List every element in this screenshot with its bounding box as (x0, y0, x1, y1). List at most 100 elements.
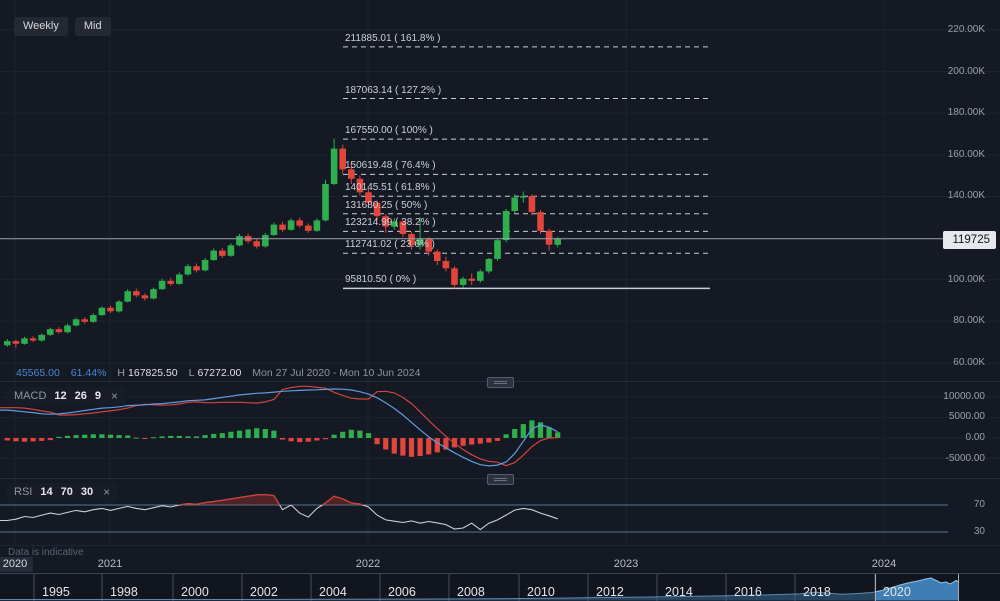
candle-body (451, 268, 458, 285)
macd-histogram-bar (228, 431, 234, 438)
candle-body (545, 230, 553, 245)
fib-level-label: 140145.51 ( 61.8% ) (345, 182, 436, 193)
candle-body (184, 266, 192, 275)
macd-histogram-bar (271, 430, 277, 438)
macd-histogram-bar (365, 433, 372, 438)
candle-body (90, 315, 97, 322)
candle-body (38, 334, 45, 341)
macd-histogram-bar (142, 438, 148, 439)
candle-body (29, 338, 37, 341)
candle-body (236, 236, 243, 246)
macd-param-slow: 26 (74, 390, 87, 402)
candle-body (365, 192, 372, 203)
change-percent: 61.44% (70, 367, 107, 379)
macd-histogram-bar (288, 438, 294, 442)
timeline-year-label: 2024 (871, 558, 897, 570)
high-readout: H 167825.50 (117, 367, 177, 380)
fib-level-label: 95810.50 ( 0% ) (345, 274, 417, 285)
macd-indicator-label: MACD 12 26 9 × (6, 387, 127, 406)
navigator-year-label: 2000 (181, 585, 209, 599)
macd-histogram-bar (546, 427, 552, 438)
macd-histogram-bar (477, 438, 483, 444)
macd-histogram-bar (305, 438, 311, 442)
candle-body (434, 251, 441, 261)
candle-body (167, 280, 174, 284)
macd-histogram-bar (99, 434, 105, 438)
candle-body (279, 224, 286, 230)
candle-body (528, 196, 536, 213)
macd-histogram-bar (494, 438, 501, 441)
candle-body (98, 307, 106, 316)
low-label: L (188, 367, 195, 379)
candle-body (382, 216, 389, 227)
timeframe-button[interactable]: Weekly (14, 17, 68, 36)
navigator-area-selected-line (875, 577, 958, 593)
navigator-year-label: 2010 (527, 585, 555, 599)
navigator-year-label: 2016 (734, 585, 762, 599)
rsi-overbought-group (0, 493, 558, 505)
candle-body (72, 319, 80, 326)
candle-body (468, 278, 475, 281)
timeline-year-label: 2020 (0, 557, 34, 572)
panel-resize-handle-rsi[interactable] (487, 474, 514, 485)
timeline-year-label: 2021 (97, 558, 123, 570)
macd-histogram-bar (150, 437, 157, 439)
price-axis-tick-label: 160.00K (947, 149, 985, 160)
macd-histogram-bar (322, 438, 329, 440)
macd-histogram-bar (400, 438, 406, 456)
macd-histogram-bar (73, 435, 79, 438)
macd-histogram-bar (262, 429, 268, 438)
candle-body (287, 220, 295, 230)
panel-resize-handle-macd[interactable] (487, 377, 514, 388)
rsi-close-icon[interactable]: × (103, 485, 111, 499)
macd-histogram-bar (434, 438, 440, 453)
rsi-title: RSI (14, 486, 33, 498)
price-type-button[interactable]: Mid (74, 17, 111, 36)
macd-histogram-bar (219, 433, 225, 438)
candle-body (150, 289, 157, 299)
macd-histogram-bar (555, 432, 561, 438)
macd-histogram-bar (176, 435, 182, 438)
macd-histogram-bar (331, 434, 337, 438)
fib-level-label: 187063.14 ( 127.2% ) (345, 85, 442, 96)
candle-body (133, 291, 140, 296)
timeline-year-label: 2023 (613, 558, 639, 570)
low-value: 67272.00 (197, 367, 242, 379)
macd-histogram-bar (185, 436, 191, 438)
fib-level-label: 131680.25 ( 50% ) (345, 200, 428, 211)
high-label: H (117, 367, 126, 379)
navigator-year-label: 1995 (42, 585, 70, 599)
macd-close-icon[interactable]: × (111, 389, 119, 403)
navigator-year-label: 2008 (457, 585, 485, 599)
candle-body (322, 184, 329, 221)
candle-body (210, 250, 217, 260)
instrument-info-row: 45565.00 61.44% H 167825.50 L 67272.00 Mon… (16, 367, 420, 380)
macd-histogram-bar (520, 424, 526, 438)
navigator-year-label: 2006 (388, 585, 416, 599)
candle-body (158, 280, 166, 290)
candle-body (176, 274, 183, 284)
candle-body (477, 271, 484, 281)
candle-body (537, 212, 544, 231)
open-value: 45565.00 (16, 367, 60, 379)
navigator-year-label: 2020 (883, 585, 911, 599)
candle-body (4, 341, 11, 346)
nav-selection-group (875, 577, 958, 601)
candle-body (21, 338, 28, 344)
macd-histogram-bar (90, 434, 96, 438)
date-range: Mon 27 Jul 2020 - Mon 10 Jun 2024 (252, 367, 421, 379)
fib-level-label: 211885.01 ( 161.8% ) (345, 33, 441, 44)
macd-histogram-bar (202, 435, 208, 438)
candle-body (296, 220, 303, 226)
macd-histogram-bar (56, 436, 62, 438)
macd-histogram-bar (391, 438, 397, 454)
macd-histogram-bar (503, 434, 509, 438)
navigator-year-label: 1998 (110, 585, 138, 599)
macd-histogram-bar (279, 438, 286, 440)
candle-body (141, 295, 149, 299)
price-axis-tick-label: 140.00K (947, 190, 985, 201)
macd-histogram-bar (408, 438, 415, 457)
macd-histogram-bar (211, 433, 217, 438)
candle-body (115, 301, 123, 312)
